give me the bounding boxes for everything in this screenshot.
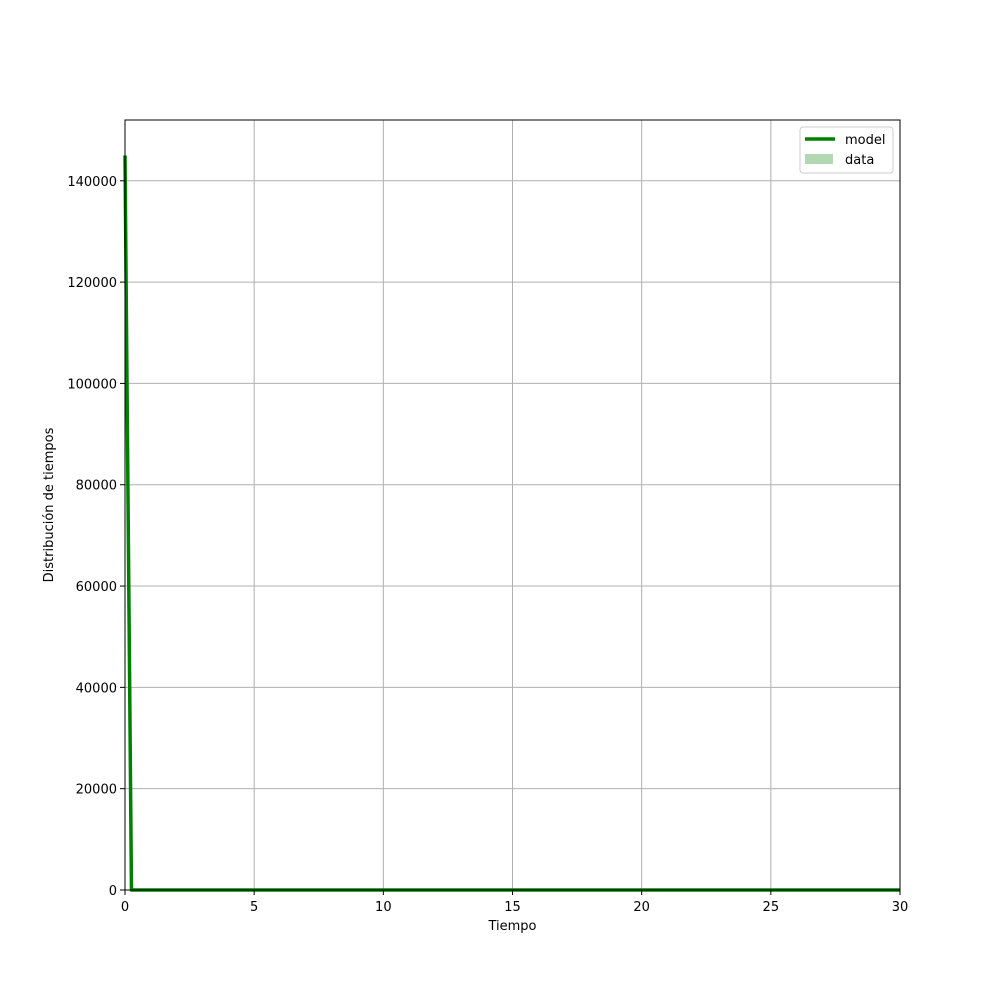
x-tick-label: 20 [633, 900, 650, 915]
legend-label-model: model [845, 133, 885, 148]
x-tick-label: 15 [504, 900, 521, 915]
x-tick-label: 10 [375, 900, 392, 915]
x-axis-label: Tiempo [487, 919, 536, 934]
y-tick-label: 120000 [67, 276, 117, 291]
y-tick-label: 80000 [76, 479, 117, 494]
y-tick-label: 40000 [76, 681, 117, 696]
legend-swatch-data [805, 154, 833, 164]
legend-label-data: data [845, 153, 874, 168]
x-axis: 0 5 10 15 20 25 30 [121, 890, 908, 915]
y-axis-label: Distribución de tiempos [42, 427, 57, 582]
x-tick-label: 5 [250, 900, 258, 915]
y-tick-label: 140000 [67, 175, 117, 190]
y-tick-label: 20000 [76, 783, 117, 798]
x-tick-label: 0 [121, 900, 129, 915]
x-tick-label: 25 [763, 900, 780, 915]
y-tick-label: 100000 [67, 377, 117, 392]
y-tick-label: 60000 [76, 580, 117, 595]
y-tick-label: 0 [109, 884, 117, 899]
legend: model data [799, 126, 894, 174]
x-tick-label: 30 [892, 900, 909, 915]
y-axis: 0 20000 40000 60000 80000 100000 120000 140000 [67, 175, 125, 899]
